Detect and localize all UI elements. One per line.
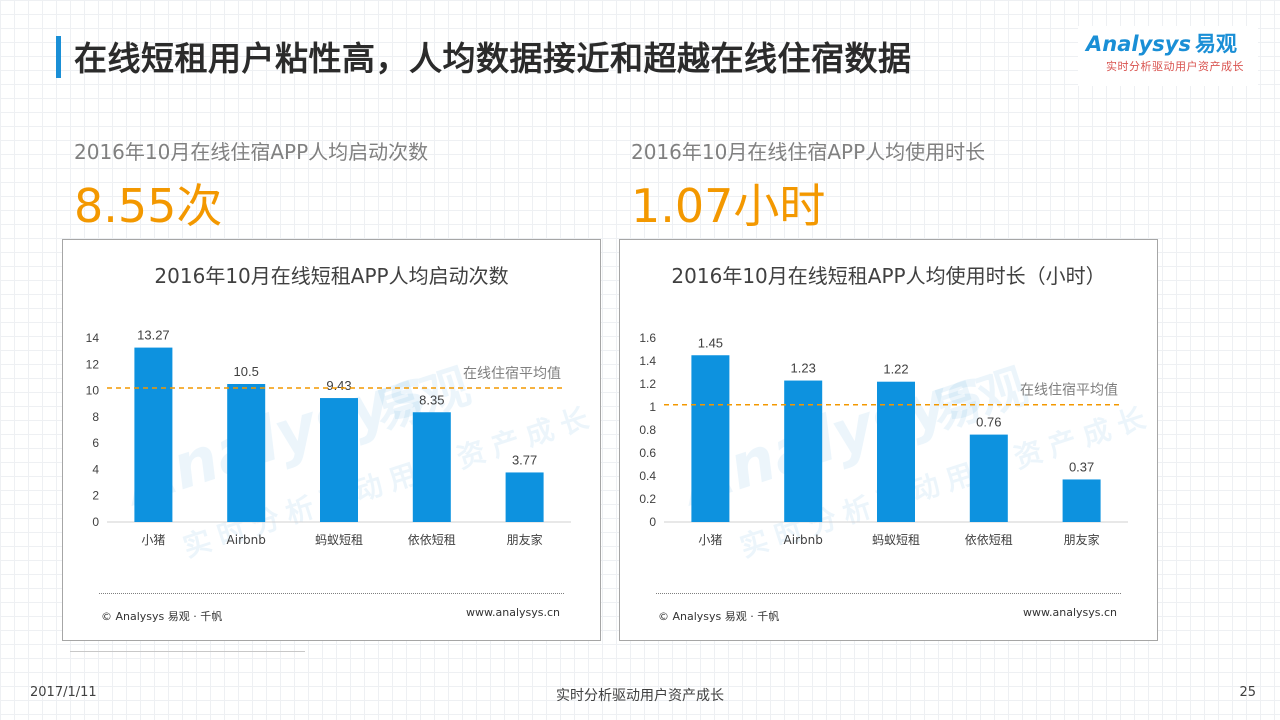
data-label: 8.35 [419, 392, 444, 407]
data-label: 1.23 [791, 361, 816, 376]
y-tick-label: 12 [86, 357, 100, 371]
data-label: 10.5 [234, 364, 259, 379]
title-accent-bar [56, 36, 61, 78]
y-tick-label: 1.4 [639, 354, 656, 368]
footer-slogan: 实时分析驱动用户资产成长 [556, 688, 724, 704]
y-tick-label: 2 [92, 489, 99, 503]
y-tick-label: 0.4 [639, 469, 656, 483]
y-tick-label: 0.8 [639, 423, 656, 437]
kpi-label-duration: 2016年10月在线住宿APP人均使用时长 [631, 140, 986, 164]
kpi-label-launches: 2016年10月在线住宿APP人均启动次数 [74, 140, 429, 164]
bar [877, 381, 915, 522]
data-label: 1.22 [883, 362, 908, 377]
x-tick-label: 蚂蚁短租 [872, 532, 920, 547]
data-label: 1.45 [698, 335, 723, 350]
logo-wordmark: Analysys 易观 [1086, 28, 1237, 58]
y-tick-label: 1 [649, 400, 656, 414]
x-tick-label: 朋友家 [507, 532, 543, 547]
chart-title: 2016年10月在线短租APP人均使用时长（小时） [671, 264, 1106, 288]
logo-cn: 易观 [1194, 32, 1237, 56]
kpi-value-duration: 1.07小时 [631, 179, 826, 233]
site-url: www.analysys.cn [1023, 606, 1117, 619]
y-tick-label: 1.2 [639, 377, 656, 391]
page-number: 25 [1239, 685, 1256, 700]
bar [784, 380, 823, 522]
copyright-text: © Analysys 易观 · 千帆 [101, 610, 223, 623]
copyright-text: © Analysys 易观 · 千帆 [658, 610, 780, 623]
data-label: 9.43 [326, 378, 351, 393]
site-url: www.analysys.cn [466, 606, 560, 619]
bar [227, 384, 266, 522]
x-tick-label: Airbnb [227, 533, 266, 547]
bar [505, 472, 544, 522]
x-tick-label: Airbnb [784, 533, 823, 547]
y-tick-label: 14 [86, 331, 100, 345]
data-label: 0.37 [1069, 459, 1094, 474]
y-tick-label: 0 [92, 515, 99, 529]
bar [412, 412, 451, 522]
x-tick-label: 小猪 [141, 533, 165, 547]
y-tick-label: 6 [92, 436, 99, 450]
bar [969, 434, 1008, 522]
bar [1062, 479, 1101, 522]
bar-chart-launches: 0 2 4 6 8 10 12 14 13.27 小猪 10.5 Airbnb 9.43 蚂蚁短租 8.35… [86, 328, 571, 547]
logo-brand: Analysys [1086, 32, 1191, 56]
slide-title: 在线短租用户粘性高，人均数据接近和超越在线住宿数据 [74, 39, 912, 78]
data-label: 13.27 [137, 328, 170, 343]
chart-panel-launches: Analysys 易观 实时分析驱动用户资产成长 2016年10月在线短租APP… [62, 239, 601, 641]
y-tick-label: 0 [649, 515, 656, 529]
footer-date: 2017/1/11 [30, 685, 97, 700]
bar [691, 355, 730, 522]
dotted-divider [99, 593, 564, 594]
data-label: 3.77 [512, 452, 537, 467]
footer-rule [70, 651, 305, 652]
y-tick-label: 8 [92, 410, 99, 424]
bar [320, 398, 358, 522]
y-tick-label: 0.2 [639, 492, 656, 506]
x-tick-label: 依依短租 [965, 532, 1013, 547]
reference-line-label: 在线住宿平均值 [463, 365, 561, 382]
logo-tagline: 实时分析驱动用户资产成长 [1106, 60, 1244, 73]
x-tick-label: 依依短租 [408, 532, 456, 547]
y-tick-label: 10 [86, 384, 100, 398]
dotted-divider [656, 593, 1121, 594]
x-tick-label: 小猪 [698, 533, 722, 547]
kpi-value-launches: 8.55次 [74, 179, 223, 233]
reference-line-label: 在线住宿平均值 [1020, 382, 1118, 399]
bar [134, 347, 173, 522]
x-tick-label: 蚂蚁短租 [315, 532, 363, 547]
bar-chart-duration: 0 0.2 0.4 0.6 0.8 1 1.2 1.4 1.6 1.45 小猪 1.23 Airbnb 1… [639, 331, 1128, 547]
analysys-logo: Analysys 易观 实时分析驱动用户资产成长 [1078, 26, 1258, 86]
y-tick-label: 0.6 [639, 446, 656, 460]
chart-panel-duration: Analysys 易观 实时分析驱动用户资产成长 2016年10月在线短租APP… [619, 239, 1158, 641]
y-tick-label: 4 [92, 462, 99, 476]
data-label: 0.76 [976, 415, 1001, 430]
x-tick-label: 朋友家 [1064, 532, 1100, 547]
y-tick-label: 1.6 [639, 331, 656, 345]
chart-title: 2016年10月在线短租APP人均启动次数 [154, 264, 509, 288]
